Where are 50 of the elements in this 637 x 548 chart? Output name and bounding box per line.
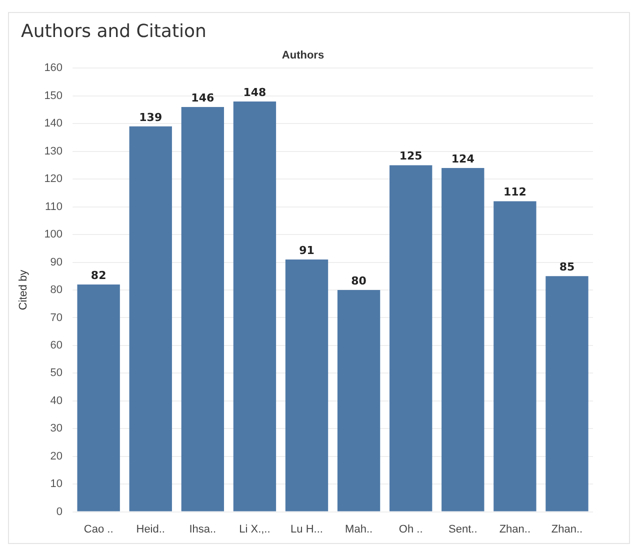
bar bbox=[494, 201, 536, 512]
y-tick-label: 130 bbox=[44, 145, 63, 158]
bar bbox=[442, 168, 484, 512]
x-tick-label: Mah.. bbox=[345, 523, 373, 536]
x-tick-label: Ihsa.. bbox=[189, 523, 216, 536]
bar bbox=[285, 260, 328, 512]
data-label: 80 bbox=[351, 274, 367, 288]
data-label: 85 bbox=[559, 260, 575, 274]
bar bbox=[337, 290, 380, 512]
y-tick-label: 110 bbox=[45, 200, 63, 213]
data-label: 124 bbox=[451, 152, 475, 166]
y-tick-label: 20 bbox=[50, 450, 63, 462]
data-label: 139 bbox=[139, 110, 162, 124]
bar bbox=[77, 284, 120, 512]
bar bbox=[181, 107, 224, 512]
chart-title: Authors and Citation bbox=[21, 21, 206, 42]
y-tick-label: 140 bbox=[44, 118, 63, 130]
y-tick-label: 0 bbox=[56, 506, 63, 518]
data-label: 146 bbox=[191, 91, 214, 104]
data-label: 91 bbox=[299, 244, 314, 257]
y-tick-label: 160 bbox=[44, 62, 63, 74]
bar bbox=[233, 101, 276, 512]
x-axis-title: Authors bbox=[282, 50, 324, 62]
data-label: 148 bbox=[243, 86, 266, 99]
x-tick-label: Lu H... bbox=[290, 523, 323, 536]
y-tick-label: 120 bbox=[44, 173, 63, 186]
bar bbox=[546, 276, 588, 512]
x-tick-label: Zhan.. bbox=[499, 523, 531, 536]
y-tick-label: 40 bbox=[50, 394, 63, 407]
x-tick-label: Li X.,.. bbox=[239, 523, 270, 536]
y-tick-label: 30 bbox=[50, 422, 63, 435]
x-tick-label: Sent.. bbox=[448, 523, 478, 536]
y-tick-label: 10 bbox=[50, 478, 63, 490]
y-axis-title: Cited by bbox=[18, 269, 30, 310]
bar bbox=[129, 126, 172, 512]
data-label: 112 bbox=[503, 186, 526, 199]
y-tick-label: 100 bbox=[44, 228, 63, 241]
x-tick-label: Cao .. bbox=[84, 523, 114, 536]
y-tick-label: 50 bbox=[50, 367, 63, 380]
x-tick-label: Oh .. bbox=[398, 523, 423, 536]
data-label: 125 bbox=[399, 150, 422, 163]
y-tick-label: 70 bbox=[50, 312, 63, 324]
y-tick-label: 90 bbox=[50, 256, 63, 268]
bar bbox=[390, 165, 432, 512]
data-label: 82 bbox=[90, 268, 106, 282]
x-tick-label: Heid.. bbox=[136, 523, 165, 536]
y-tick-label: 150 bbox=[44, 90, 63, 102]
x-tick-label: Zhan.. bbox=[551, 523, 583, 536]
y-tick-label: 60 bbox=[50, 339, 63, 352]
y-tick-label: 80 bbox=[50, 284, 63, 296]
